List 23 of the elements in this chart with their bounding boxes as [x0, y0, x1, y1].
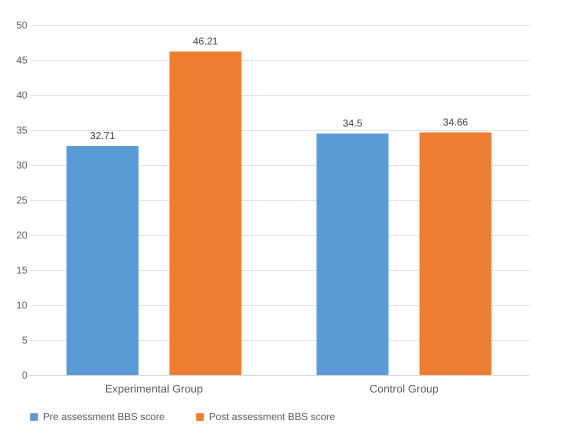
bar [316, 134, 389, 375]
y-tick-label: 25 [16, 196, 28, 206]
y-tick-label: 15 [16, 266, 28, 276]
y-tick-label: 0 [22, 370, 28, 382]
bar [66, 146, 139, 375]
data-label: 34.5 [342, 118, 363, 130]
data-label: 32.71 [90, 131, 116, 142]
y-tick-label: 5 [22, 336, 28, 346]
bar [419, 132, 492, 375]
legend-label: Pre assessment BBS score [43, 412, 166, 423]
data-label: 34.66 [442, 117, 468, 128]
x-tick-label: Experimental Group [105, 384, 203, 396]
y-tick-label: 35 [16, 126, 28, 136]
y-tick-label: 45 [16, 56, 28, 66]
y-tick-label: 40 [16, 90, 28, 102]
y-tick-label: 30 [16, 160, 28, 172]
y-tick-label: 10 [16, 300, 28, 312]
x-tick-label: Control Group [369, 384, 439, 396]
y-tick-label: 50 [16, 20, 28, 32]
data-label: 46.21 [192, 36, 218, 48]
bar [169, 52, 242, 375]
y-tick-label: 20 [16, 230, 28, 242]
legend-label: Post assessment BBS score [209, 412, 336, 423]
